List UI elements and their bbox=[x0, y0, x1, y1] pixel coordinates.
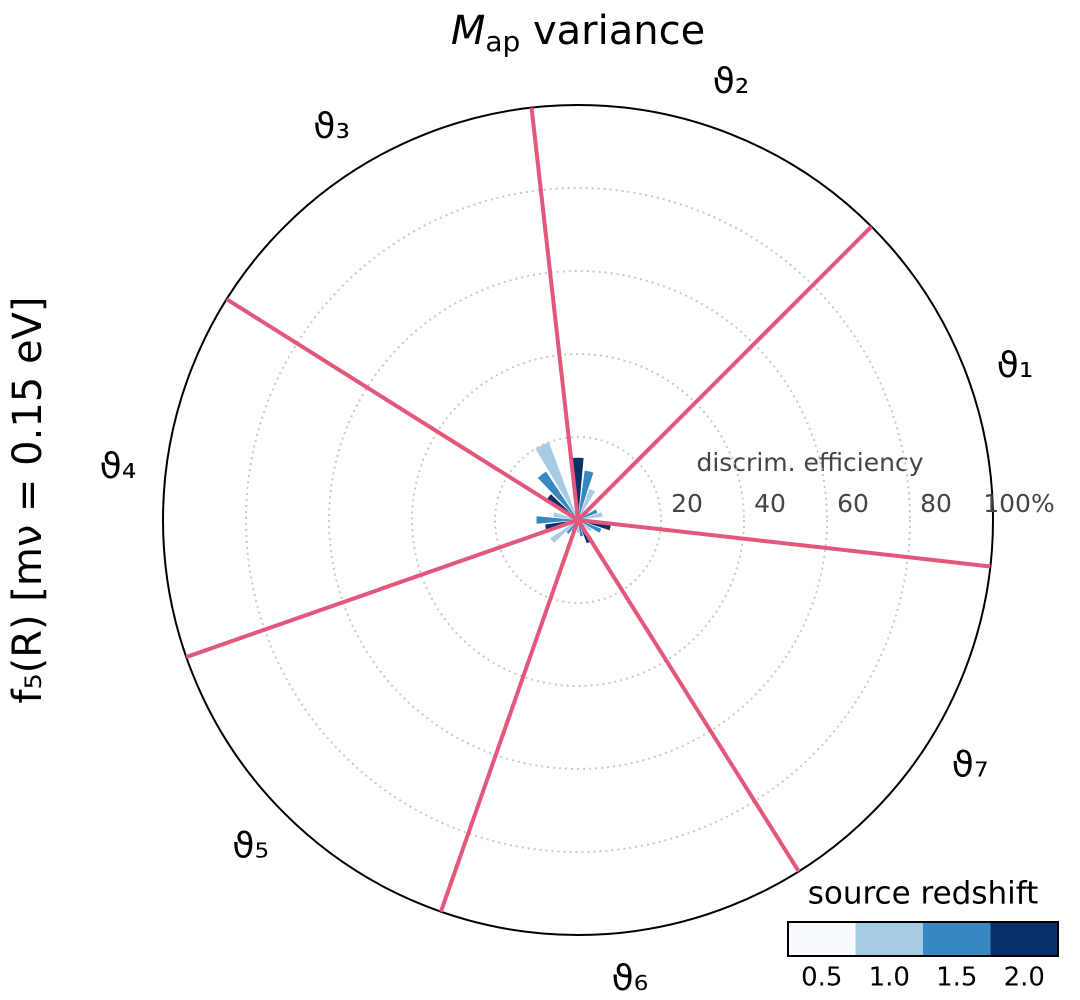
polar-spine bbox=[162, 104, 994, 936]
row-label: f₅(R) [mν = 0.15 eV] bbox=[5, 296, 51, 703]
legend-label: 0.5 bbox=[801, 963, 842, 993]
grid-circle bbox=[411, 353, 745, 687]
sector-line bbox=[185, 518, 579, 659]
sector-line bbox=[577, 518, 991, 569]
sector-line bbox=[225, 297, 580, 522]
legend-swatch bbox=[788, 922, 856, 956]
category-label: ϑ₃ bbox=[313, 106, 350, 147]
category-label: ϑ₁ bbox=[997, 345, 1034, 386]
category-label: ϑ₆ bbox=[611, 958, 648, 999]
legend-swatch bbox=[990, 922, 1058, 956]
r-tick-label: 40 bbox=[754, 489, 786, 518]
grid-circle bbox=[245, 187, 911, 853]
legend-label: 1.5 bbox=[936, 963, 977, 993]
r-tick-label: 60 bbox=[837, 489, 869, 518]
bar bbox=[578, 520, 602, 533]
grid-circle bbox=[328, 270, 828, 770]
legend-swatch bbox=[923, 922, 991, 956]
legend-label: 2.0 bbox=[1004, 963, 1045, 993]
sector-line bbox=[576, 225, 873, 522]
title-text: variance bbox=[520, 8, 705, 54]
chart-title: Map variance bbox=[451, 8, 705, 58]
grid-circle bbox=[494, 436, 662, 604]
sector-line bbox=[529, 107, 580, 521]
legend-title: source redshift bbox=[808, 876, 1039, 912]
bar bbox=[550, 520, 578, 543]
sector-line bbox=[576, 518, 801, 873]
bar bbox=[578, 512, 603, 520]
bar bbox=[535, 442, 578, 520]
sector-line bbox=[439, 519, 580, 913]
category-label: ϑ₂ bbox=[713, 61, 750, 102]
category-label: ϑ₅ bbox=[232, 825, 269, 866]
bar bbox=[536, 516, 578, 524]
legend-swatch bbox=[855, 922, 923, 956]
title-symbol: M bbox=[451, 8, 486, 54]
category-label: ϑ₇ bbox=[952, 744, 989, 785]
legend-frame bbox=[787, 921, 1059, 957]
r-tick-label: 80 bbox=[920, 489, 952, 518]
r-tick-label: 20 bbox=[671, 489, 703, 518]
category-label: ϑ₄ bbox=[100, 446, 137, 487]
bar bbox=[578, 488, 596, 520]
bar bbox=[572, 457, 584, 520]
bar bbox=[578, 470, 594, 520]
legend-label: 1.0 bbox=[869, 963, 910, 993]
bar bbox=[576, 520, 580, 533]
bar bbox=[537, 471, 578, 520]
title-subscript: ap bbox=[485, 25, 520, 58]
r-tick-label: 100% bbox=[983, 489, 1054, 518]
